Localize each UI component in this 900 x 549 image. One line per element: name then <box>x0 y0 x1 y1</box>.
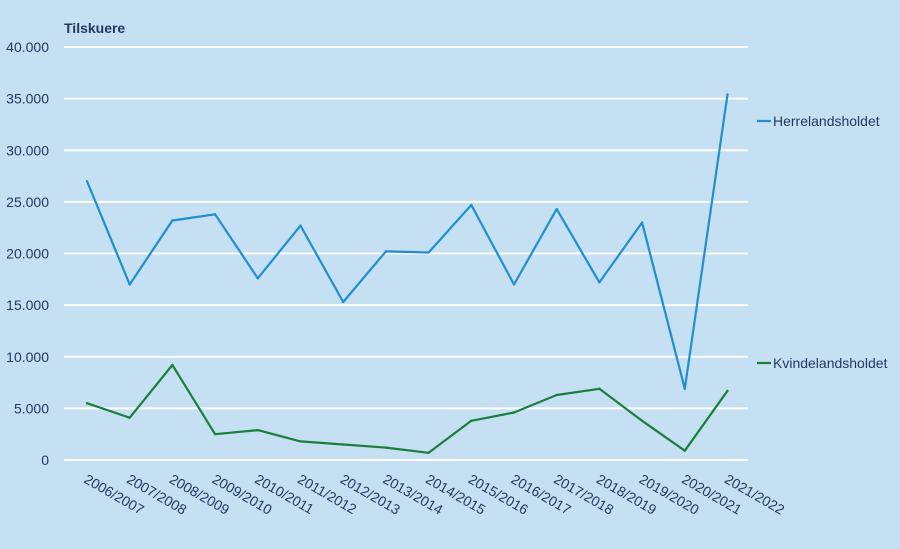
legend: Herrelandsholdet Kvindelandsholdet <box>757 113 888 371</box>
data-point <box>85 402 89 405</box>
data-point <box>683 449 686 452</box>
data-point <box>384 446 388 449</box>
data-point <box>427 451 430 454</box>
y-tick-label: 25.000 <box>6 194 49 210</box>
data-point <box>726 93 729 96</box>
legend-label: Herrelandsholdet <box>773 113 880 129</box>
y-tick-label: 30.000 <box>6 142 49 158</box>
legend-label: Kvindelandsholdet <box>773 355 888 371</box>
y-tick-label: 20.000 <box>6 246 49 262</box>
data-point <box>213 213 217 216</box>
x-axis-ticks: 2006/20072007/20082008/20092009/20102010… <box>82 471 788 518</box>
data-point <box>555 393 558 397</box>
data-point <box>342 300 345 304</box>
data-point <box>598 387 601 390</box>
y-tick-label: 15.000 <box>6 297 49 313</box>
y-axis-label: Tilskuere <box>64 20 125 36</box>
data-point <box>213 432 217 436</box>
data-point <box>85 180 89 183</box>
data-point <box>726 389 729 393</box>
y-tick-label: 0 <box>41 452 49 468</box>
series-line-1 <box>86 363 729 454</box>
data-point <box>555 207 558 211</box>
data-point <box>470 419 473 422</box>
data-point <box>384 250 388 253</box>
data-point <box>640 221 644 224</box>
y-axis-ticks: 0 5.000 10.000 15.000 20.000 25.000 30.000 35.0… <box>6 39 49 468</box>
gridlines <box>64 46 748 461</box>
y-tick-label: 10.000 <box>6 349 49 365</box>
data-point <box>256 277 259 280</box>
data-point <box>640 419 644 422</box>
data-point <box>299 440 302 443</box>
data-point <box>171 363 174 367</box>
series-line-0 <box>85 94 729 390</box>
data-point <box>512 411 516 414</box>
data-point <box>342 443 345 446</box>
data-point <box>470 203 473 207</box>
data-point <box>128 416 131 419</box>
data-point <box>128 283 131 286</box>
data-point <box>427 251 430 254</box>
y-tick-label: 40.000 <box>6 39 49 55</box>
data-point <box>299 224 302 227</box>
y-tick-label: 35.000 <box>6 91 49 107</box>
data-point <box>171 219 174 222</box>
data-point <box>512 283 516 286</box>
y-tick-label: 5.000 <box>14 400 49 416</box>
data-point <box>683 387 686 390</box>
series-lines <box>85 93 729 454</box>
data-point <box>256 428 259 432</box>
data-point <box>598 281 601 284</box>
